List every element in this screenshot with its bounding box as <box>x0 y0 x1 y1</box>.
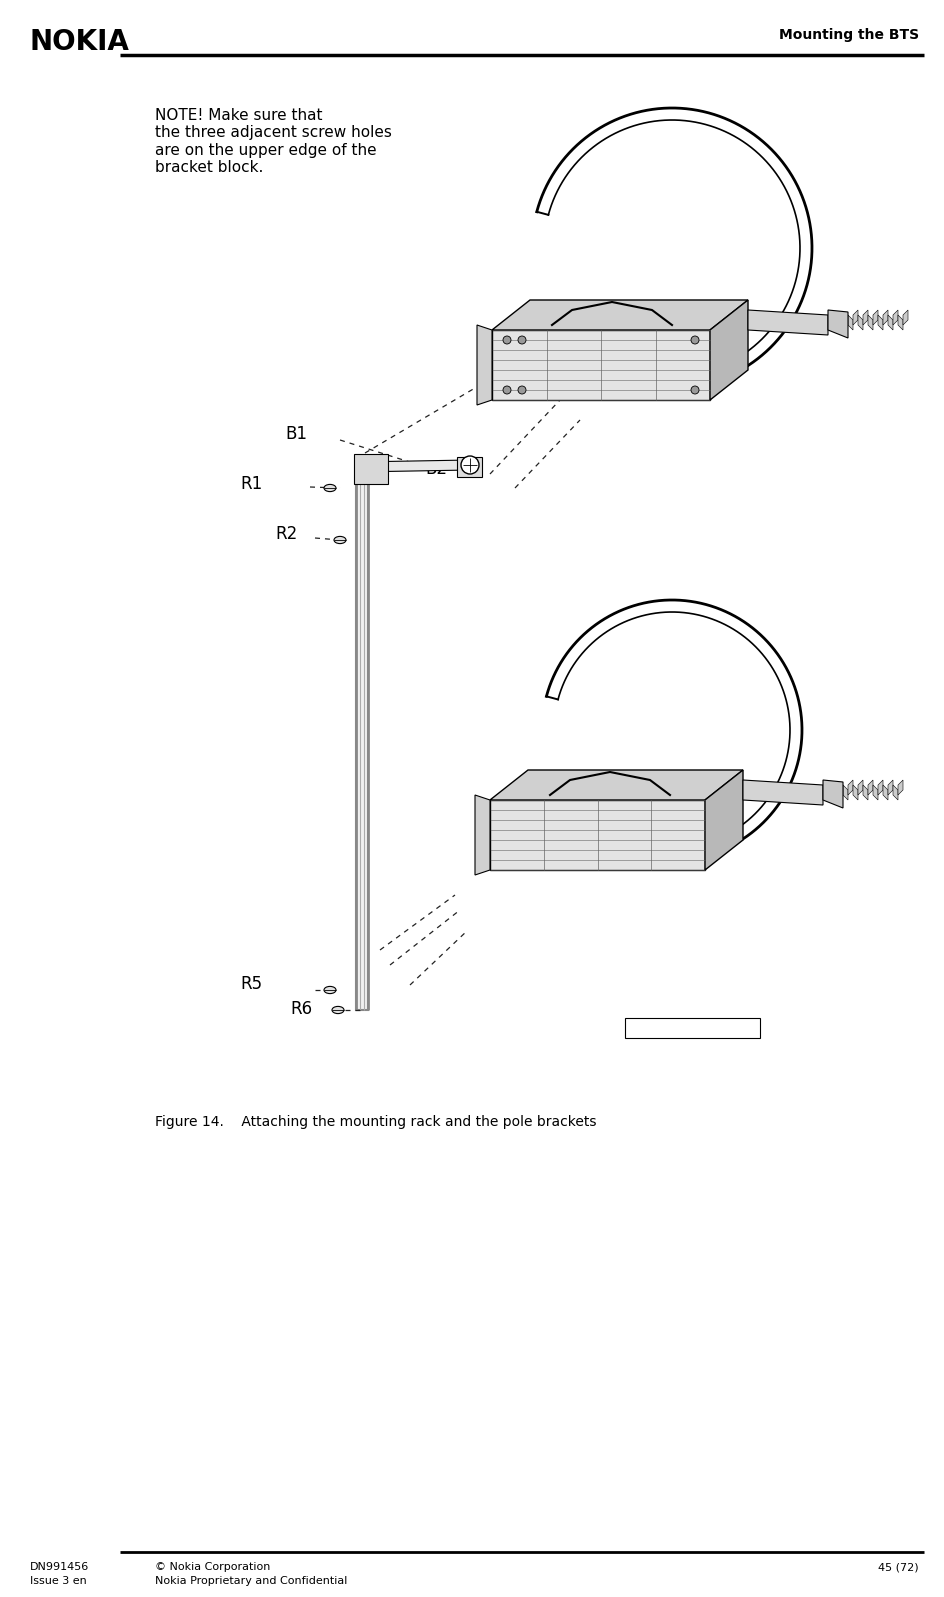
Polygon shape <box>883 310 888 326</box>
Text: R1: R1 <box>240 474 262 493</box>
Ellipse shape <box>503 335 511 343</box>
Text: Issue 3 en: Issue 3 en <box>30 1576 87 1586</box>
Text: DN991456: DN991456 <box>30 1562 90 1571</box>
Text: R2: R2 <box>275 525 297 543</box>
Polygon shape <box>710 300 748 399</box>
Text: 45 (72): 45 (72) <box>878 1562 919 1571</box>
Polygon shape <box>356 460 470 473</box>
Polygon shape <box>748 310 828 335</box>
Text: R5: R5 <box>240 976 262 993</box>
Polygon shape <box>492 331 710 399</box>
Ellipse shape <box>461 457 479 474</box>
Text: Figure 14.    Attaching the mounting rack and the pole brackets: Figure 14. Attaching the mounting rack a… <box>155 1115 597 1129</box>
Ellipse shape <box>691 335 699 343</box>
Polygon shape <box>848 315 853 331</box>
Polygon shape <box>848 779 853 795</box>
Text: Nokia Proprietary and Confidential: Nokia Proprietary and Confidential <box>155 1576 347 1586</box>
Text: R6: R6 <box>290 1000 312 1017</box>
Polygon shape <box>356 460 368 1009</box>
Polygon shape <box>853 786 858 800</box>
Ellipse shape <box>324 987 336 993</box>
Polygon shape <box>625 1017 760 1038</box>
Text: NOTE! Make sure that
the three adjacent screw holes
are on the upper edge of the: NOTE! Make sure that the three adjacent … <box>155 109 392 176</box>
Polygon shape <box>898 779 903 795</box>
Polygon shape <box>903 310 908 326</box>
Polygon shape <box>868 315 873 331</box>
Polygon shape <box>893 786 898 800</box>
Text: Mounting the BTS: Mounting the BTS <box>779 29 919 42</box>
Ellipse shape <box>324 484 336 492</box>
Polygon shape <box>888 315 893 331</box>
Text: B2: B2 <box>425 460 447 478</box>
Polygon shape <box>888 779 893 795</box>
Polygon shape <box>853 310 858 326</box>
Polygon shape <box>858 779 863 795</box>
Polygon shape <box>898 315 903 331</box>
Ellipse shape <box>518 335 526 343</box>
Ellipse shape <box>332 1006 344 1014</box>
Polygon shape <box>828 310 848 339</box>
Polygon shape <box>893 310 898 326</box>
Polygon shape <box>492 300 748 331</box>
Ellipse shape <box>518 386 526 394</box>
Polygon shape <box>878 779 883 795</box>
Polygon shape <box>743 779 823 805</box>
Polygon shape <box>863 786 868 800</box>
Text: DN99544792: DN99544792 <box>658 1025 727 1035</box>
Polygon shape <box>873 310 878 326</box>
Polygon shape <box>354 454 388 484</box>
Polygon shape <box>878 315 883 331</box>
Text: NOKIA: NOKIA <box>30 29 130 56</box>
Text: B1: B1 <box>285 425 307 442</box>
Polygon shape <box>823 779 843 808</box>
Polygon shape <box>477 326 492 406</box>
Polygon shape <box>843 786 848 800</box>
Polygon shape <box>868 779 873 795</box>
Polygon shape <box>475 795 490 875</box>
Ellipse shape <box>334 537 346 543</box>
Polygon shape <box>705 770 743 870</box>
Polygon shape <box>457 457 482 478</box>
Ellipse shape <box>503 386 511 394</box>
Polygon shape <box>863 310 868 326</box>
Polygon shape <box>490 800 705 870</box>
Text: © Nokia Corporation: © Nokia Corporation <box>155 1562 270 1571</box>
Polygon shape <box>490 770 743 800</box>
Polygon shape <box>858 315 863 331</box>
Ellipse shape <box>691 386 699 394</box>
Polygon shape <box>873 786 878 800</box>
Polygon shape <box>883 786 888 800</box>
